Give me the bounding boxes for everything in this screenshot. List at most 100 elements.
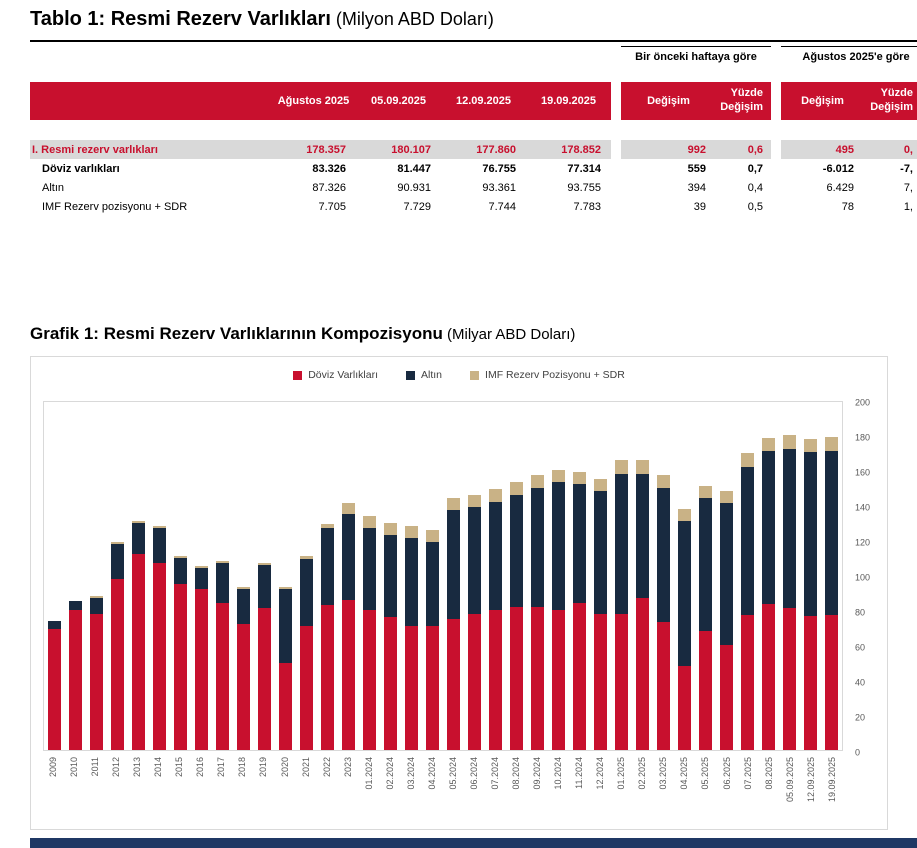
cell-week-change: 559 — [687, 162, 706, 175]
stacked-bar — [635, 459, 649, 750]
bar-slot — [170, 402, 191, 750]
chart-title-text: Grafik 1: Resmi Rezerv Varlıklarının Kom… — [30, 324, 443, 343]
bar-segment — [614, 473, 628, 614]
header-week-change: Değişim — [621, 82, 716, 120]
legend-item-1: Altın — [406, 369, 442, 381]
stacked-bar — [614, 459, 628, 750]
bar-segment — [488, 610, 502, 750]
bar-slot — [800, 402, 821, 750]
bar-segment — [761, 438, 775, 452]
bar-segment — [572, 484, 586, 603]
bar-segment — [215, 561, 229, 563]
cell-aug-pct: -7, — [900, 162, 913, 175]
cell-value-3: 77.314 — [567, 162, 601, 175]
stacked-bar — [740, 452, 754, 750]
column-gap — [611, 46, 621, 82]
bar-segment — [194, 566, 208, 568]
x-axis-label-text: 03.2025 — [658, 757, 669, 790]
bar-slot — [254, 402, 275, 750]
x-axis-label: 2023 — [338, 757, 359, 802]
column-gap — [771, 159, 781, 178]
x-axis-label: 02.2025 — [632, 757, 653, 802]
bar-segment — [257, 562, 271, 565]
bar-segment — [110, 543, 124, 579]
x-axis-label: 04.2024 — [422, 757, 443, 802]
bar-slot — [758, 402, 779, 750]
x-axis-label-text: 01.2025 — [616, 757, 627, 790]
x-axis-labels: 2009 2010 2011 2012 2013 2014 2015 2016 2017 2018… — [43, 757, 843, 802]
bar-segment — [152, 526, 166, 528]
x-axis-label-text: 06.2024 — [468, 757, 479, 790]
column-gap — [771, 46, 781, 82]
cell-value-0: 7.705 — [318, 200, 346, 213]
bar-segment — [383, 522, 397, 535]
header-label-spacer — [30, 82, 271, 120]
cell-aug-pct: 7, — [903, 181, 913, 194]
row-label: IMF Rezerv pozisyonu + SDR — [42, 200, 188, 213]
x-axis-label: 11.2024 — [569, 757, 590, 802]
bar-segment — [467, 494, 481, 507]
cell-week-pct: 0,5 — [747, 200, 763, 213]
x-axis-label: 03.2025 — [653, 757, 674, 802]
legend-label: Döviz Varlıkları — [308, 369, 379, 381]
x-axis-label-text: 19.09.2025 — [826, 757, 837, 803]
bar-segment — [614, 459, 628, 474]
x-axis-label: 07.2025 — [738, 757, 759, 802]
bar-segment — [131, 522, 145, 554]
bar-segment — [131, 554, 145, 750]
x-axis-label: 2009 — [43, 757, 64, 802]
bar-segment — [425, 541, 439, 626]
table-row: Döviz varlıkları 83.326 81.447 76.755 77.314… — [30, 159, 917, 178]
bar-segment — [425, 625, 439, 750]
x-axis-label-text: 11.2024 — [574, 757, 585, 789]
cell-value-0: 83.326 — [312, 162, 346, 175]
x-axis-label: 12.2024 — [590, 757, 611, 802]
stacked-bar — [173, 555, 187, 750]
bar-segment — [194, 589, 208, 750]
bar-segment — [488, 489, 502, 502]
y-axis-tick: 100 — [855, 572, 871, 583]
stacked-bar — [446, 498, 460, 750]
bar-segment — [698, 631, 712, 750]
y-axis-tick: 40 — [855, 677, 866, 688]
bar-segment — [593, 491, 607, 614]
bar-segment — [803, 452, 817, 616]
stacked-bar — [404, 526, 418, 750]
x-axis-label-text: 07.2025 — [742, 757, 753, 790]
bar-segment — [551, 470, 565, 483]
bar-slot — [338, 402, 359, 750]
stacked-bar — [257, 562, 271, 750]
bar-segment — [236, 587, 250, 589]
cell-value-3: 178.852 — [526, 140, 611, 159]
bar-segment — [89, 613, 103, 750]
cell-week-pct: 0,6 — [716, 140, 771, 159]
y-axis-tick: 80 — [855, 607, 866, 618]
x-axis-label: 2011 — [85, 757, 106, 802]
bar-slot — [716, 402, 737, 750]
bar-slot — [44, 402, 65, 750]
bar-segment — [677, 666, 691, 750]
cell-value-1: 7.729 — [403, 200, 431, 213]
y-axis-tick: 140 — [855, 502, 871, 513]
y-axis-tick: 120 — [855, 537, 871, 548]
bar-segment — [593, 478, 607, 491]
bar-slot — [548, 402, 569, 750]
bar-segment — [719, 645, 733, 750]
x-axis-label-text: 08.2025 — [763, 757, 774, 790]
x-axis-label: 2012 — [106, 757, 127, 802]
x-axis-label: 2017 — [211, 757, 232, 802]
header-date-3: 19.09.2025 — [526, 82, 611, 120]
bar-segment — [635, 473, 649, 598]
x-axis-label-text: 10.2024 — [553, 757, 564, 790]
stacked-bar — [803, 438, 817, 750]
cell-aug-pct: 0, — [864, 140, 917, 159]
bar-segment — [824, 614, 838, 750]
y-axis-tick: 0 — [855, 747, 861, 758]
x-axis-label-text: 2016 — [195, 757, 206, 778]
cell-value-3: 7.783 — [573, 200, 601, 213]
bar-slot — [86, 402, 107, 750]
stacked-bar — [383, 522, 397, 750]
bar-segment — [509, 606, 523, 750]
bar-segment — [110, 541, 124, 544]
